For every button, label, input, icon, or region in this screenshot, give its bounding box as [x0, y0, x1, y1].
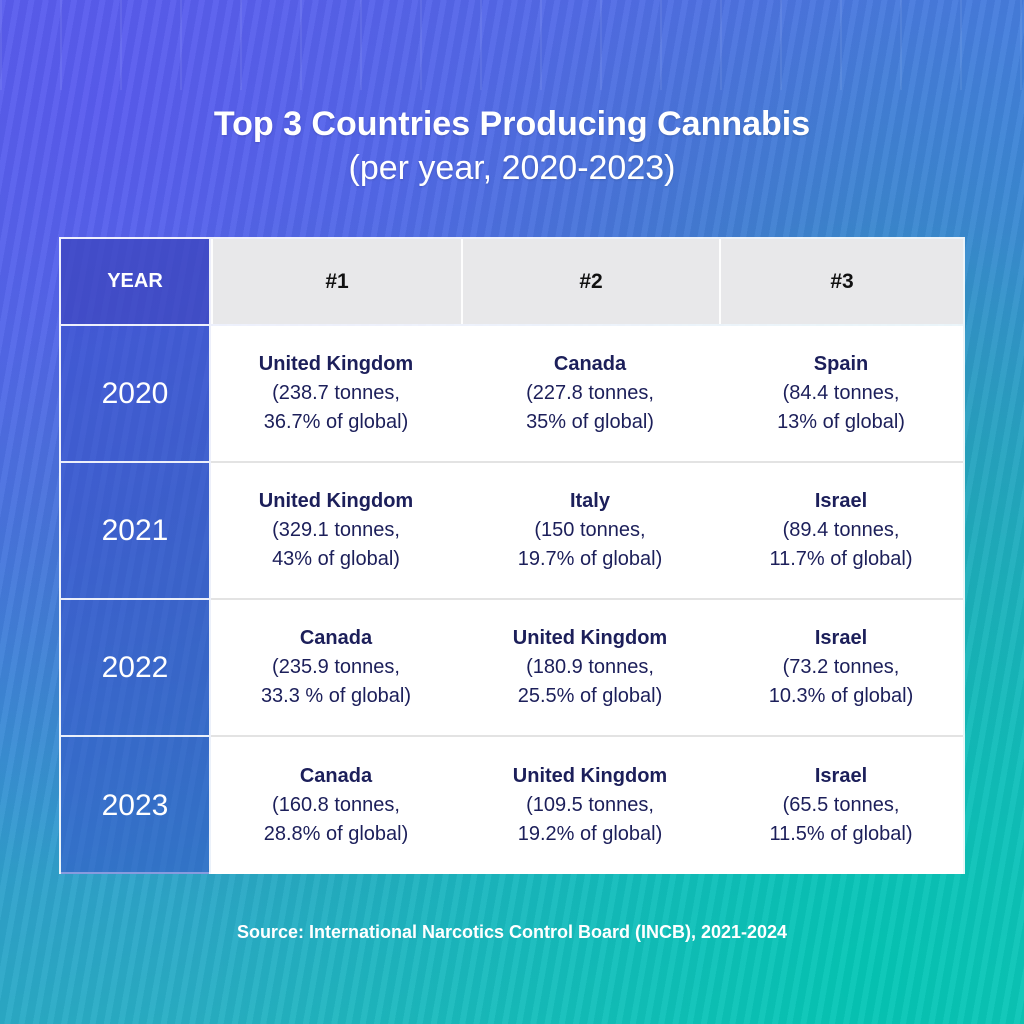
country-name: Canada — [553, 353, 627, 375]
global-share: 33.3 % of global) — [260, 685, 412, 707]
header-rank-2: #2 — [461, 239, 719, 324]
country-name: Canada — [299, 627, 373, 649]
rank-1-cell: Canada (235.9 tonnes, 33.3 % of global) — [211, 600, 461, 737]
rank-3-cell: Spain (84.4 tonnes, 13% of global) — [719, 326, 963, 463]
table-row: 2022 Canada (235.9 tonnes, 33.3 % of glo… — [61, 600, 963, 737]
global-share: 11.5% of global) — [769, 823, 913, 845]
production-amount: (73.2 tonnes, — [782, 656, 900, 678]
global-share: 43% of global) — [272, 548, 400, 570]
year-cell: 2021 — [61, 463, 211, 600]
title-line-1: Top 3 Countries Producing Cannabis — [213, 105, 811, 143]
country-name: Israel — [814, 627, 868, 649]
table-row: 2023 Canada (160.8 tonnes, 28.8% of glob… — [61, 737, 963, 874]
rank-3-cell: Israel (73.2 tonnes, 10.3% of global) — [719, 600, 963, 737]
country-name: United Kingdom — [512, 765, 668, 787]
rank-1-cell: Canada (160.8 tonnes, 28.8% of global) — [211, 737, 461, 874]
background-greenhouse-roof — [0, 0, 1024, 90]
global-share: 11.7% of global) — [769, 548, 913, 570]
country-name: United Kingdom — [512, 627, 668, 649]
rank-1-cell: United Kingdom (238.7 tonnes, 36.7% of g… — [211, 326, 461, 463]
rank-2-cell: United Kingdom (180.9 tonnes, 25.5% of g… — [461, 600, 719, 737]
production-amount: (65.5 tonnes, — [782, 794, 900, 816]
page-title: Top 3 Countries Producing Cannabis (per … — [0, 102, 1024, 190]
header-rank-1: #1 — [211, 239, 461, 324]
table-row: 2021 United Kingdom (329.1 tonnes, 43% o… — [61, 463, 963, 600]
production-amount: (180.9 tonnes, — [526, 656, 654, 678]
country-name: Israel — [814, 490, 868, 512]
rank-3-cell: Israel (89.4 tonnes, 11.7% of global) — [719, 463, 963, 600]
global-share: 10.3% of global) — [768, 685, 914, 707]
country-name: United Kingdom — [258, 353, 414, 375]
global-share: 13% of global) — [777, 411, 905, 433]
year-cell: 2020 — [61, 326, 211, 463]
source-citation: Source: International Narcotics Control … — [236, 922, 788, 942]
title-line-2: (per year, 2020-2023) — [348, 149, 676, 187]
country-name: Spain — [813, 353, 869, 375]
year-cell: 2023 — [61, 737, 211, 874]
country-name: Canada — [299, 765, 373, 787]
country-name: United Kingdom — [258, 490, 414, 512]
production-table: YEAR #1 #2 #3 2020 United Kingdom (238.7… — [59, 237, 965, 874]
rank-2-cell: Italy (150 tonnes, 19.7% of global) — [461, 463, 719, 600]
production-amount: (109.5 tonnes, — [526, 794, 654, 816]
rank-2-cell: United Kingdom (109.5 tonnes, 19.2% of g… — [461, 737, 719, 874]
production-amount: (160.8 tonnes, — [272, 794, 400, 816]
rank-3-cell: Israel (65.5 tonnes, 11.5% of global) — [719, 737, 963, 874]
country-name: Italy — [569, 490, 610, 512]
production-amount: (227.8 tonnes, — [526, 382, 654, 404]
rank-2-cell: Canada (227.8 tonnes, 35% of global) — [461, 326, 719, 463]
year-cell: 2022 — [61, 600, 211, 737]
global-share: 35% of global) — [526, 411, 654, 433]
production-amount: (150 tonnes, — [534, 519, 646, 541]
production-amount: (329.1 tonnes, — [272, 519, 400, 541]
production-amount: (238.7 tonnes, — [272, 382, 400, 404]
country-name: Israel — [814, 765, 868, 787]
global-share: 19.2% of global) — [517, 823, 663, 845]
header-rank-3: #3 — [719, 239, 963, 324]
global-share: 36.7% of global) — [263, 411, 409, 433]
table-row: 2020 United Kingdom (238.7 tonnes, 36.7%… — [61, 326, 963, 463]
production-amount: (89.4 tonnes, — [782, 519, 900, 541]
header-year: YEAR — [61, 239, 211, 324]
global-share: 25.5% of global) — [517, 685, 663, 707]
rank-1-cell: United Kingdom (329.1 tonnes, 43% of glo… — [211, 463, 461, 600]
production-amount: (84.4 tonnes, — [782, 382, 900, 404]
production-amount: (235.9 tonnes, — [272, 656, 400, 678]
global-share: 28.8% of global) — [263, 823, 409, 845]
table-header-row: YEAR #1 #2 #3 — [61, 239, 963, 326]
global-share: 19.7% of global) — [517, 548, 663, 570]
